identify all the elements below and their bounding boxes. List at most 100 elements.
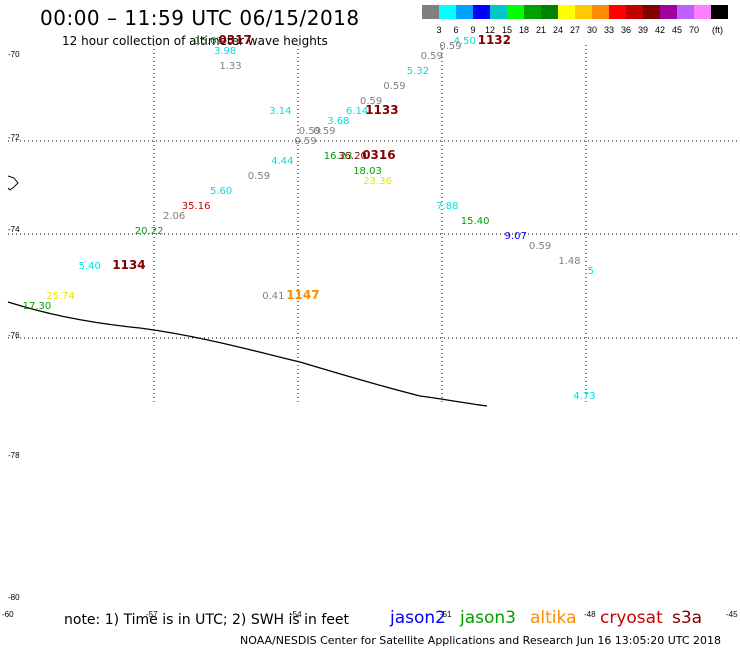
color-legend: 3 6 9 12 15 18 21 24 27 30 33 36 39 42 45 70 (ft): [422, 5, 728, 35]
wave-height-point: 18.03: [353, 166, 382, 177]
colorbar-tick-label: 45: [671, 25, 683, 35]
lat-tick-label: -74: [8, 225, 20, 234]
wave-height-point: 4.44: [271, 156, 293, 167]
colorbar-swatch: [473, 5, 490, 19]
colorbar-tick-label: 3: [436, 25, 442, 35]
wave-height-point: 35.16: [182, 201, 211, 212]
colorbar-tick-label: 18: [518, 25, 530, 35]
colorbar-swatch: [660, 5, 677, 19]
colorbar-tick-label: 9: [470, 25, 476, 35]
lon-tick-label: -48: [584, 610, 596, 619]
wave-height-point: 5: [588, 266, 594, 277]
wave-height-point: 4.50: [454, 36, 476, 47]
colorbar-swatch: [507, 5, 524, 19]
pass-time-label: 1147: [286, 288, 319, 302]
wave-height-point: 0.59: [248, 171, 270, 182]
grid-lines: [8, 45, 740, 405]
colorbar-swatch: [609, 5, 626, 19]
wave-height-point: 36.20: [338, 151, 367, 162]
wave-height-point: 9.07: [505, 231, 527, 242]
wave-height-point: 0.59: [294, 136, 316, 147]
wave-height-point: 0.59: [299, 126, 321, 137]
corner-tick-label: -60: [2, 610, 14, 619]
colorbar-swatch: [626, 5, 643, 19]
colorbar-tick-label: 30: [586, 25, 598, 35]
colorbar-swatch: [711, 5, 728, 19]
colorbar-swatch: [524, 5, 541, 19]
colorbar-swatch: [643, 5, 660, 19]
lat-tick-label: -80: [8, 593, 20, 602]
colorbar-tick-label: 36: [620, 25, 632, 35]
satellite-legend-entry: s3a: [672, 608, 703, 628]
lon-tick-label: -57: [146, 610, 158, 619]
lat-tick-label: -72: [8, 133, 20, 142]
satellite-legend-entry: jason2: [390, 608, 446, 628]
colorbar-swatch: [592, 5, 609, 19]
satellite-legend-entry: altika: [530, 608, 577, 628]
wave-height-point: 3.68: [327, 116, 349, 127]
wave-height-point: 5.32: [407, 66, 429, 77]
colorbar-tick-label: 33: [603, 25, 615, 35]
wave-height-point: 2.06: [163, 211, 185, 222]
wave-height-point: 0.59: [313, 126, 335, 137]
coastline: [7, 175, 488, 407]
lat-tick-label: -76: [8, 331, 20, 340]
pass-time-label: 1134: [112, 258, 145, 272]
wave-height-point: 15.03: [194, 36, 223, 47]
colorbar-tick-label: 27: [569, 25, 581, 35]
colorbar-tick-label: 15: [501, 25, 513, 35]
wave-height-point: 0.59: [421, 51, 443, 62]
wave-height-point: 0.59: [360, 96, 382, 107]
pass-time-label: 1133: [365, 103, 398, 117]
pass-time-label: 0317: [218, 33, 251, 47]
wave-height-point: 0.59: [383, 81, 405, 92]
wave-height-point: 17.30: [23, 301, 52, 312]
satellite-legend-entry: cryosat: [600, 608, 663, 628]
footer-note: note: 1) Time is in UTC; 2) SWH is in fe…: [64, 612, 350, 628]
wave-height-point: 25.74: [46, 291, 75, 302]
colorbar-swatch: [456, 5, 473, 19]
credit-line: NOAA/NESDIS Center for Satellite Applica…: [240, 634, 722, 647]
wave-height-point: 20.22: [135, 226, 164, 237]
pass-time-label: 0316: [362, 148, 395, 162]
colorbar-tick-label: 39: [637, 25, 649, 35]
wave-height-point: 4.73: [573, 391, 595, 402]
page-subtitle: 12 hour collection of altimeter wave hei…: [62, 34, 328, 48]
wave-height-point: 7.88: [436, 201, 458, 212]
colorbar-swatch: [541, 5, 558, 19]
satellite-legend-entry: jason3: [460, 608, 516, 628]
wave-height-point: 3.14: [269, 106, 291, 117]
colorbar-swatch: [677, 5, 694, 19]
colorbar-swatch: [490, 5, 507, 19]
wave-height-point: 5.60: [210, 186, 232, 197]
wave-height-point: 0.41: [262, 291, 284, 302]
colorbar-tick-label: 12: [484, 25, 496, 35]
colorbar-tick-label: 21: [535, 25, 547, 35]
wave-height-point: 0.59: [439, 41, 461, 52]
colorbar-swatch: [439, 5, 456, 19]
wave-height-point: 0.59: [529, 241, 551, 252]
pass-time-label: 1132: [478, 33, 511, 47]
wave-height-point: 16.23: [324, 151, 353, 162]
colorbar-tick-label: 6: [453, 25, 459, 35]
wave-height-point: 23.36: [363, 176, 392, 187]
wave-height-point: 1.48: [558, 256, 580, 267]
lon-tick-label: -45: [726, 610, 738, 619]
lon-tick-label: -51: [440, 610, 452, 619]
page-title: 00:00 – 11:59 UTC 06/15/2018: [40, 6, 360, 30]
lon-tick-label: -54: [290, 610, 302, 619]
wave-height-point: 5.40: [79, 261, 101, 272]
colorbar-swatch: [575, 5, 592, 19]
colorbar-tick-label: 70: [688, 25, 700, 35]
wave-height-point: 15.40: [461, 216, 490, 227]
wave-height-point: 1.33: [219, 61, 241, 72]
wave-height-point: 6.14: [346, 106, 368, 117]
colorbar-swatch: [694, 5, 711, 19]
data-marks: 15.033.981.334.500.590.595.320.590.596.1…: [23, 33, 596, 402]
lat-tick-label: -70: [8, 50, 20, 59]
colorbar-unit: (ft): [712, 25, 723, 35]
colorbar-swatch: [422, 5, 439, 19]
lat-tick-label: -78: [8, 451, 20, 460]
wave-height-point: 3.98: [214, 46, 236, 57]
